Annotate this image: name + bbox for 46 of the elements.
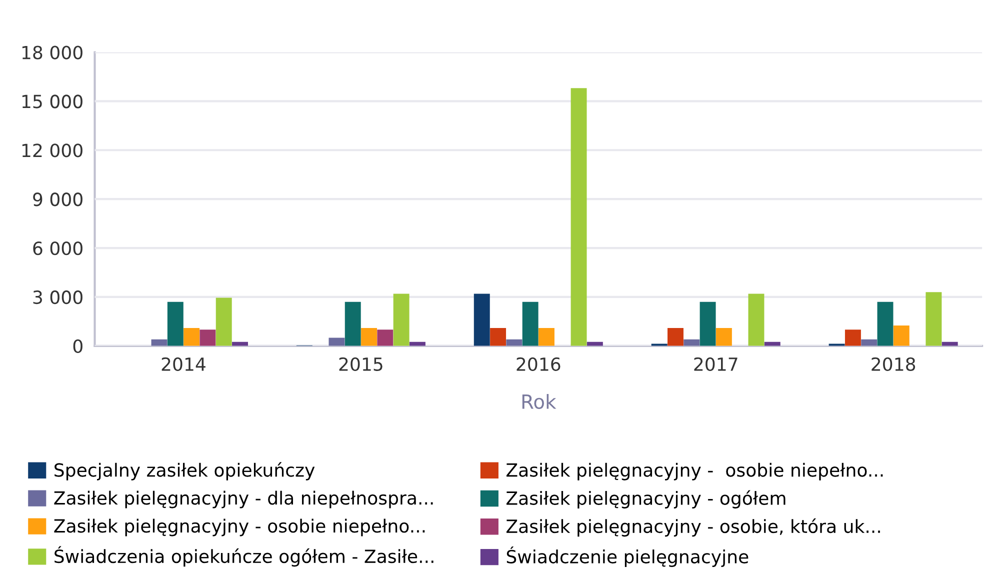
bar — [393, 294, 410, 346]
bar — [893, 326, 910, 346]
bar — [716, 328, 732, 346]
bar — [184, 328, 200, 346]
y-tick-label: 3 000 — [33, 290, 82, 304]
y-tick-label: 15 000 — [22, 94, 82, 108]
legend-label: Zasiłek pielęgnacyjny - osobie, która uk... — [506, 518, 880, 537]
bar — [167, 302, 184, 346]
y-tick-label: 0 — [73, 339, 82, 354]
bar — [684, 339, 700, 346]
x-axis-title: Rok — [522, 394, 556, 409]
bar — [522, 302, 538, 346]
legend-label: Specjalny zasiłek opiekuńczy — [54, 462, 315, 480]
bar — [700, 302, 716, 346]
legend-label: Zasiłek pielęgnacyjny - osobie niepełno... — [54, 518, 425, 536]
x-tick-label: 2015 — [339, 357, 382, 371]
x-tick-label: 2016 — [516, 357, 560, 371]
bar — [490, 328, 506, 346]
y-tick-label: 9 000 — [33, 192, 82, 206]
bar — [216, 298, 232, 346]
legend-label: Zasiłek pielęgnacyjny - ogółem — [506, 490, 786, 508]
bar — [861, 339, 878, 346]
bar — [200, 330, 216, 346]
legend-label: Zasiłek pielęgnacyjny - dla niepełnospra... — [54, 490, 433, 508]
bar — [570, 88, 587, 346]
x-tick-label: 2018 — [872, 357, 916, 371]
bar — [668, 328, 684, 346]
bar — [877, 302, 894, 346]
bar — [538, 328, 554, 346]
legend-label: Zasiłek pielęgnacyjny - osobie niepełno... — [506, 462, 883, 480]
y-tick-label: 12 000 — [22, 144, 82, 158]
bar — [844, 330, 861, 346]
legend-label: Świadczenia opiekuńcze ogółem - Zasiłe... — [54, 546, 434, 567]
y-tick-label: 18 000 — [22, 46, 82, 60]
bar — [748, 294, 764, 346]
bar — [361, 328, 378, 346]
bar — [377, 330, 394, 346]
bar — [328, 338, 345, 346]
bar — [344, 302, 361, 346]
x-tick-label: 2017 — [694, 357, 738, 371]
bar — [506, 339, 522, 346]
bar — [926, 292, 942, 346]
x-tick-label: 2014 — [162, 357, 206, 371]
legend-label: Świadczenie pielęgnacyjne — [506, 546, 748, 567]
bar — [474, 294, 490, 346]
y-tick-label: 6 000 — [33, 241, 82, 256]
